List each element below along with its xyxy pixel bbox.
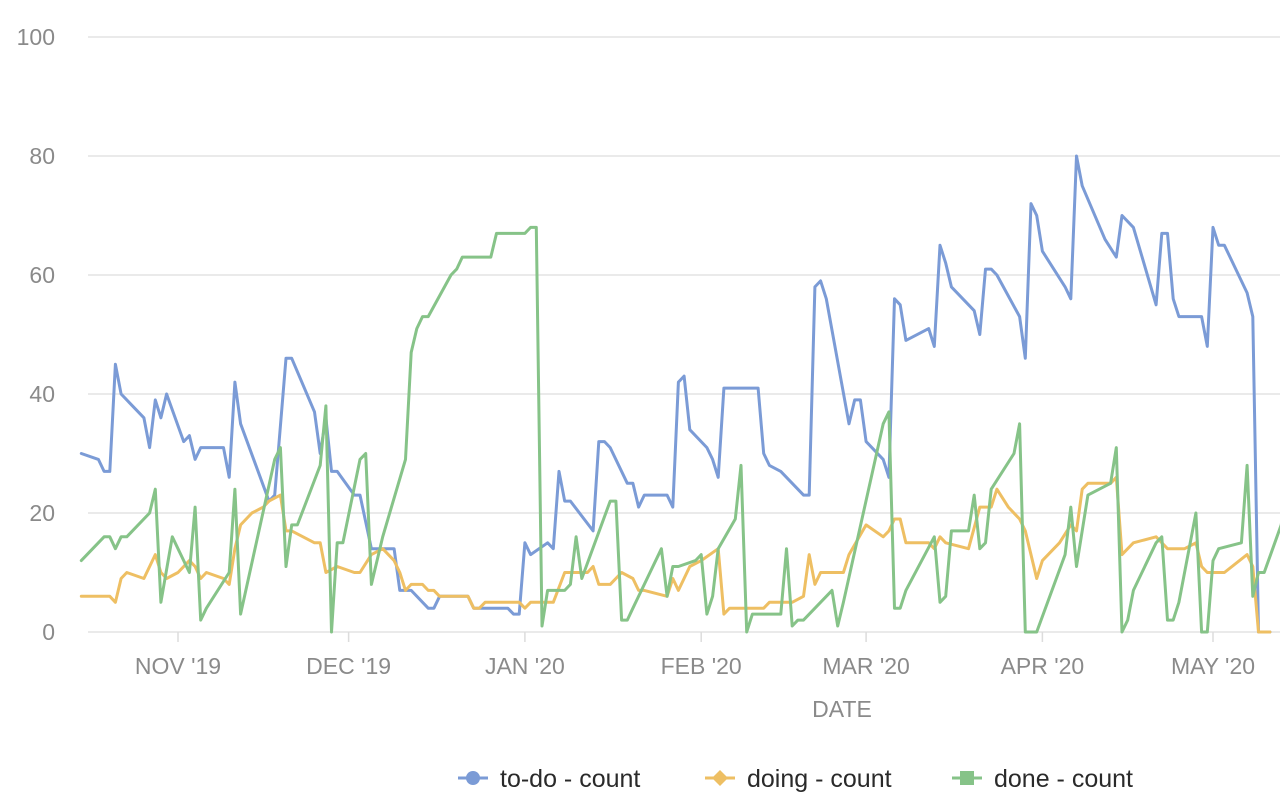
y-tick-label: 20 bbox=[29, 500, 55, 526]
x-tick-label: MAY '20 bbox=[1171, 653, 1255, 679]
x-tick-label: MAR '20 bbox=[822, 653, 909, 679]
legend-marker-diamond bbox=[712, 770, 728, 786]
legend-marker-square bbox=[960, 771, 974, 785]
y-tick-label: 100 bbox=[17, 24, 55, 50]
y-tick-label: 60 bbox=[29, 262, 55, 288]
x-tick-label: NOV '19 bbox=[135, 653, 221, 679]
legend-marker-circle bbox=[466, 771, 480, 785]
x-tick-label: JAN '20 bbox=[485, 653, 565, 679]
legend-item-to-do: to-do - count bbox=[458, 765, 640, 793]
x-tick-label: FEB '20 bbox=[661, 653, 742, 679]
legend-label: to-do - count bbox=[500, 765, 640, 793]
legend-label: done - count bbox=[994, 765, 1133, 793]
y-tick-label: 80 bbox=[29, 143, 55, 169]
legend-item-done: done - count bbox=[952, 765, 1133, 793]
y-tick-label: 40 bbox=[29, 381, 55, 407]
x-tick-label: DEC '19 bbox=[306, 653, 391, 679]
legend-item-doing: doing - count bbox=[705, 765, 892, 793]
series-line-done bbox=[79, 225, 1280, 634]
x-tick-label: APR '20 bbox=[1001, 653, 1085, 679]
series-line-doing bbox=[79, 475, 1272, 634]
legend-label: doing - count bbox=[747, 765, 892, 793]
x-axis-title: DATE bbox=[812, 696, 872, 722]
y-tick-label: 0 bbox=[42, 619, 55, 645]
series-line-to-do bbox=[79, 154, 1272, 634]
